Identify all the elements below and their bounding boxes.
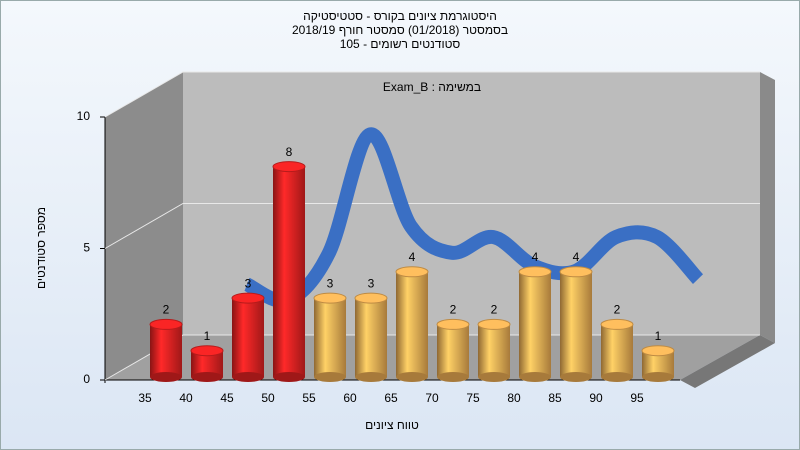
bar-body: [232, 298, 264, 377]
bar-body: [150, 324, 182, 377]
value-label: 2: [163, 303, 170, 317]
bar-top: [190, 345, 224, 357]
bar-top: [559, 266, 593, 278]
bar-body: [560, 271, 592, 377]
bar-base: [560, 372, 592, 382]
title-line: סטודנטים רשומים - 105: [340, 37, 461, 51]
title-line: היסטוגרמת ציונים בקורס - סטטיסטיקה: [303, 9, 497, 23]
bar-top: [477, 318, 511, 330]
bar-top: [436, 318, 470, 330]
bar: [641, 345, 675, 382]
bar: [149, 318, 183, 382]
x-axis-label: טווח ציונים: [365, 418, 419, 432]
bar-top: [641, 345, 675, 357]
bar-body: [396, 271, 428, 377]
value-label: 8: [286, 145, 293, 159]
bar-top: [395, 266, 429, 278]
bar-body: [314, 298, 346, 377]
bar: [395, 266, 429, 382]
value-label: 2: [450, 303, 457, 317]
bar-base: [601, 372, 633, 382]
bar-body: [519, 271, 551, 377]
x-tick-label: 55: [302, 391, 316, 405]
bar-top: [231, 292, 265, 304]
bar-body: [355, 298, 387, 377]
bar: [477, 318, 511, 382]
bar-top: [518, 266, 552, 278]
y-axis-label: מספר סטודנטים: [34, 207, 48, 289]
x-tick-label: 40: [179, 391, 193, 405]
x-tick-label: 50: [261, 391, 275, 405]
bar-base: [232, 372, 264, 382]
annotation: Exam_B : במשימה: [383, 80, 481, 94]
x-tick-label: 60: [343, 391, 357, 405]
bar-base: [314, 372, 346, 382]
y-tick-label: 10: [77, 109, 91, 123]
bar-base: [191, 372, 223, 382]
x-tick-label: 90: [589, 391, 603, 405]
wall-edge: [760, 72, 775, 343]
x-tick-label: 35: [138, 391, 152, 405]
bar-base: [642, 372, 674, 382]
floor: [105, 335, 760, 380]
value-label: 4: [573, 250, 580, 264]
value-label: 3: [327, 276, 334, 290]
x-tick-label: 70: [425, 391, 439, 405]
value-label: 1: [204, 329, 211, 343]
grid-line: [104, 71, 760, 118]
bar-top: [272, 161, 306, 173]
bar-base: [273, 372, 305, 382]
bar: [313, 292, 347, 382]
bar-body: [601, 324, 633, 377]
x-tick-label: 95: [630, 391, 644, 405]
bar-top: [149, 318, 183, 330]
bar-base: [396, 372, 428, 382]
bar: [436, 318, 470, 382]
bar-base: [150, 372, 182, 382]
bar: [559, 266, 593, 382]
bar-base: [478, 372, 510, 382]
bar-top: [313, 292, 347, 304]
y-tick-label: 5: [83, 241, 90, 255]
x-tick-label: 80: [507, 391, 521, 405]
bar-top: [600, 318, 634, 330]
bar-top: [354, 292, 388, 304]
bar: [600, 318, 634, 382]
value-label: 3: [368, 276, 375, 290]
bar: [518, 266, 552, 382]
bar-base: [437, 372, 469, 382]
curve: [243, 127, 704, 309]
value-label: 2: [491, 303, 498, 317]
value-label: 4: [409, 250, 416, 264]
value-label: 2: [614, 303, 621, 317]
bar: [272, 161, 306, 382]
bar-body: [273, 166, 305, 377]
y-tick-label: 0: [83, 372, 90, 386]
value-label: 3: [245, 276, 252, 290]
value-label: 4: [532, 250, 539, 264]
x-tick-label: 65: [384, 391, 398, 405]
grid-line: [104, 203, 760, 249]
bar-body: [478, 324, 510, 377]
bar-base: [355, 372, 387, 382]
x-tick-label: 85: [548, 391, 562, 405]
bar: [190, 345, 224, 382]
bar-body: [437, 324, 469, 377]
x-tick-label: 75: [466, 391, 480, 405]
bar: [231, 292, 265, 382]
x-tick-label: 45: [220, 391, 234, 405]
title-line: בסמסטר (01/2018) סמסטר חורף 2018/19: [292, 23, 508, 37]
floor-edge: [680, 335, 775, 388]
bar-base: [519, 372, 551, 382]
value-label: 1: [655, 329, 662, 343]
bar: [354, 292, 388, 382]
